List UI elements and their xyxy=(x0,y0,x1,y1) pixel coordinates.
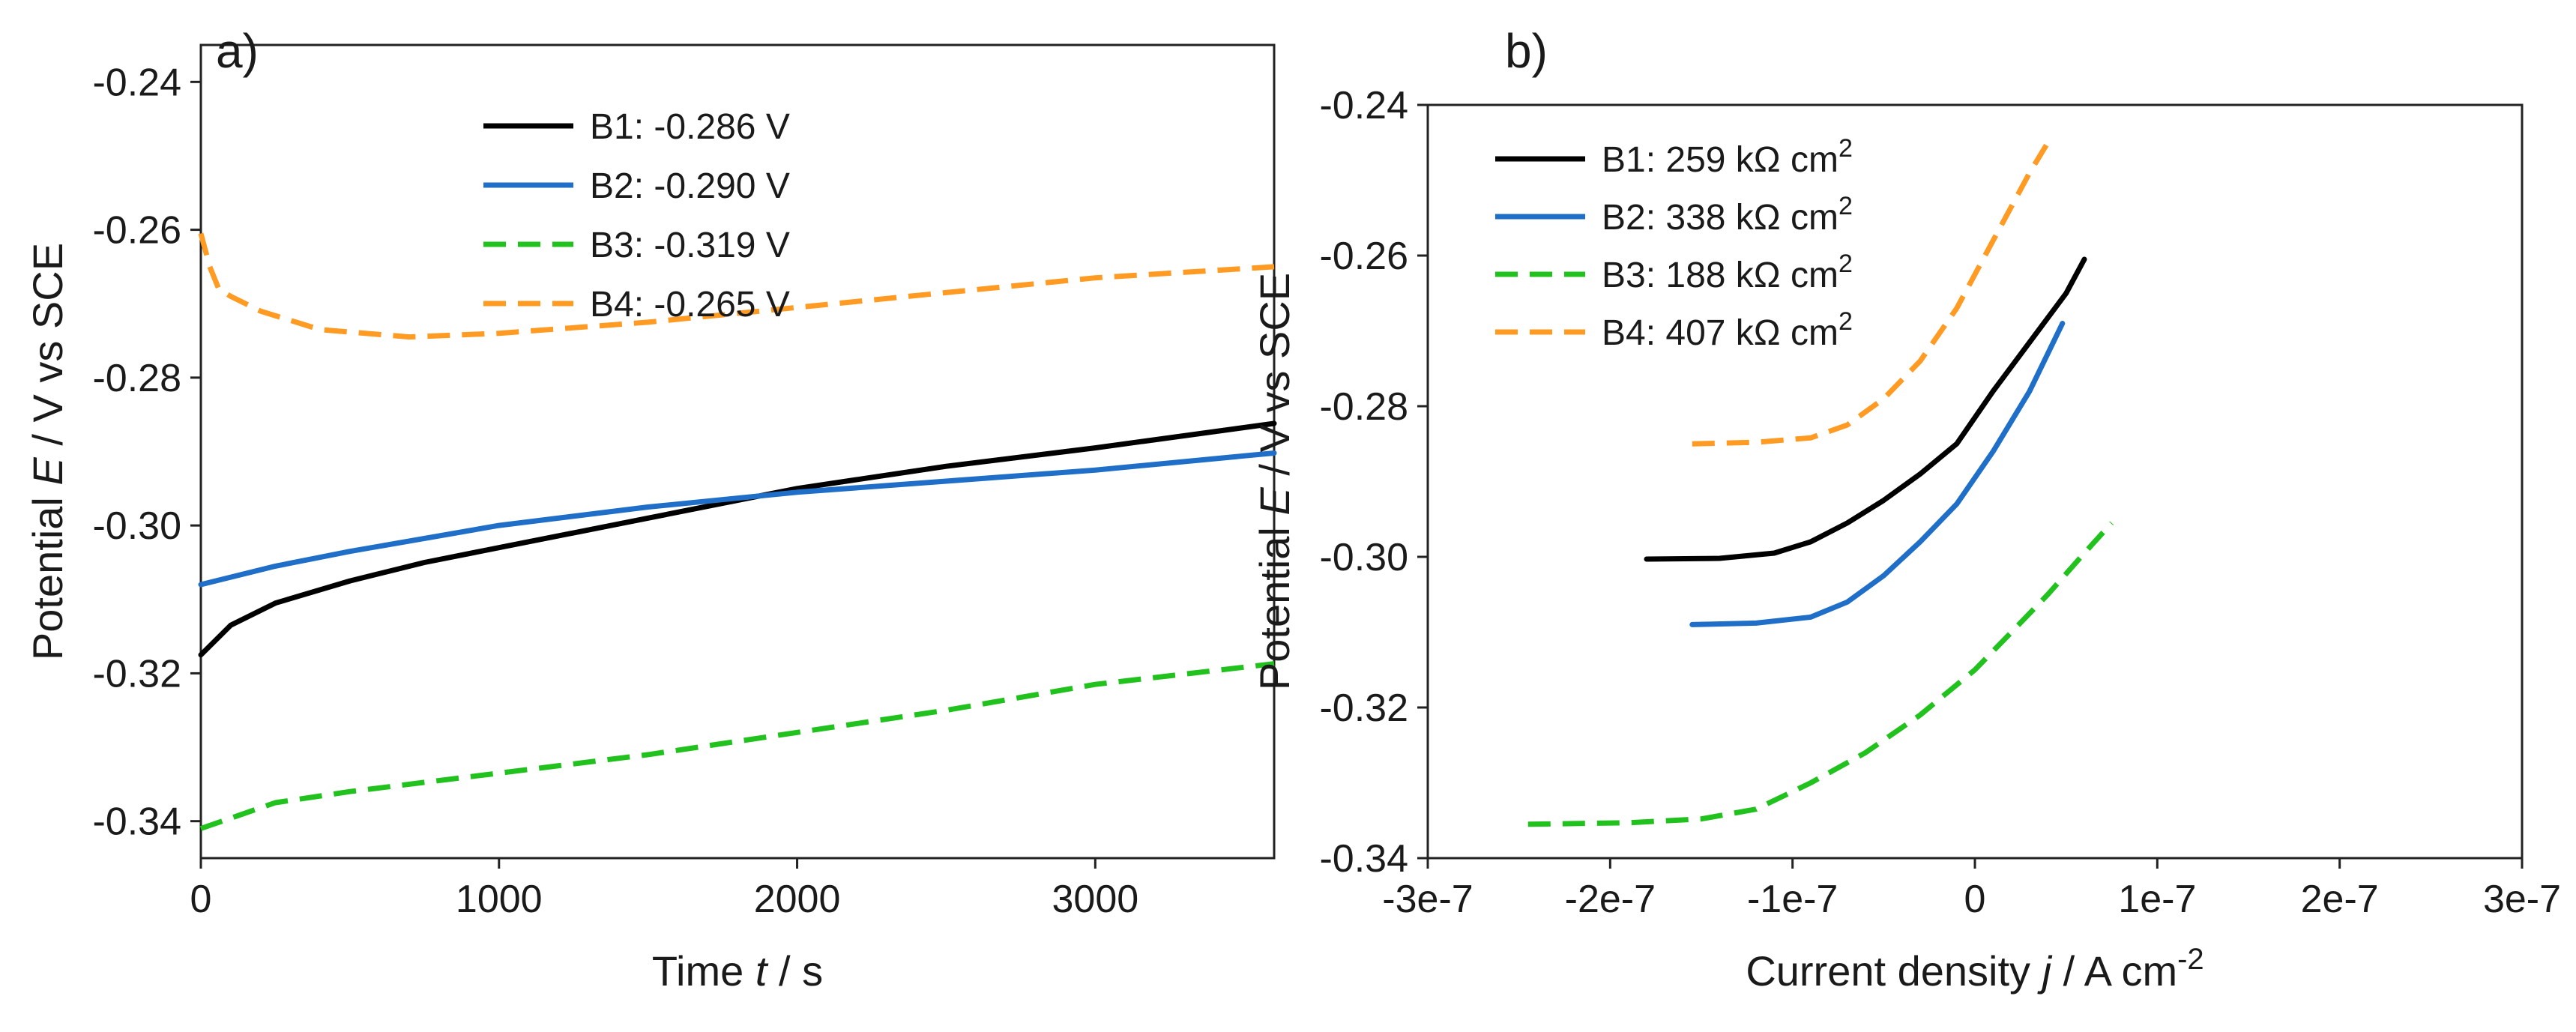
legend: B1: -0.286 V B2: -0.290 V B3: -0.319 V B4: … xyxy=(483,107,790,325)
y-tick-label: -0.26 xyxy=(1319,235,1408,278)
y-tick-label: -0.24 xyxy=(1319,84,1408,127)
x-tick-label: -1e-7 xyxy=(1747,878,1838,921)
legend-label-b2: B2: 338 kΩ cm2 xyxy=(1602,192,1853,238)
x-axis-label: Time t / s xyxy=(652,947,823,995)
legend-label-b1: B1: -0.286 V xyxy=(590,107,790,147)
panel-label: b) xyxy=(1505,24,1548,78)
series-line-b4 xyxy=(198,232,1275,340)
series-line-b3 xyxy=(1527,521,2114,827)
series-line-b2 xyxy=(198,450,1277,588)
legend-label-b4: B4: 407 kΩ cm2 xyxy=(1602,307,1853,353)
x-tick-label: 2e-7 xyxy=(2301,878,2379,921)
x-tick-label: 1e-7 xyxy=(2118,878,2196,921)
x-axis-label: Current density j / A cm-2 xyxy=(1746,943,2204,995)
legend-label-b4: B4: -0.265 V xyxy=(590,285,790,325)
series-line-b4 xyxy=(1692,141,2051,447)
y-tick-label: -0.30 xyxy=(92,504,181,548)
x-tick-label: 3e-7 xyxy=(2483,878,2561,921)
panel-label: a) xyxy=(216,24,259,78)
y-tick-label: -0.24 xyxy=(92,61,181,104)
legend: B1: 259 kΩ cm2 B2: 338 kΩ cm2 B3: 188 kΩ c… xyxy=(1495,134,1853,353)
legend-label-b2: B2: -0.290 V xyxy=(590,166,790,206)
series-line-b2 xyxy=(1689,321,2066,627)
y-tick-label: -0.32 xyxy=(1319,687,1408,730)
y-tick-label: -0.28 xyxy=(1319,385,1408,429)
legend-label-b3: B3: 188 kΩ cm2 xyxy=(1602,250,1853,295)
y-tick-label: -0.30 xyxy=(1319,536,1408,579)
x-tick-label: 1000 xyxy=(456,878,543,921)
panel-b: -0.34 -0.32 -0.30 -0.28 -0.26 -0.24 -3e-7 -2e-7… xyxy=(1251,24,2561,995)
y-tick-label: -0.34 xyxy=(1319,837,1408,881)
x-tick-label: 3000 xyxy=(1052,878,1138,921)
y-axis-label: Potential E / V vs SCE xyxy=(1251,273,1298,690)
y-axis-label: Potential E / V vs SCE xyxy=(24,243,71,660)
y-tick-label: -0.28 xyxy=(92,357,181,400)
series-line-b3 xyxy=(199,661,1275,831)
series-line-b1 xyxy=(1644,256,2087,562)
x-tick-label: -2e-7 xyxy=(1565,878,1656,921)
series-line-b1 xyxy=(198,420,1277,658)
x-tick-label: 0 xyxy=(190,878,212,921)
x-tick-label: -3e-7 xyxy=(1382,878,1473,921)
legend-label-b3: B3: -0.319 V xyxy=(590,226,790,265)
x-tick-label: 0 xyxy=(1964,878,1986,921)
y-tick-label: -0.34 xyxy=(92,800,181,844)
y-tick-label: -0.26 xyxy=(92,209,181,253)
y-tick-label: -0.32 xyxy=(92,652,181,695)
panel-a: -0.34 -0.32 -0.30 -0.28 -0.26 -0.24 0 1000 2000 3… xyxy=(24,24,1277,995)
x-tick-label: 2000 xyxy=(754,878,841,921)
legend-label-b1: B1: 259 kΩ cm2 xyxy=(1602,134,1853,180)
